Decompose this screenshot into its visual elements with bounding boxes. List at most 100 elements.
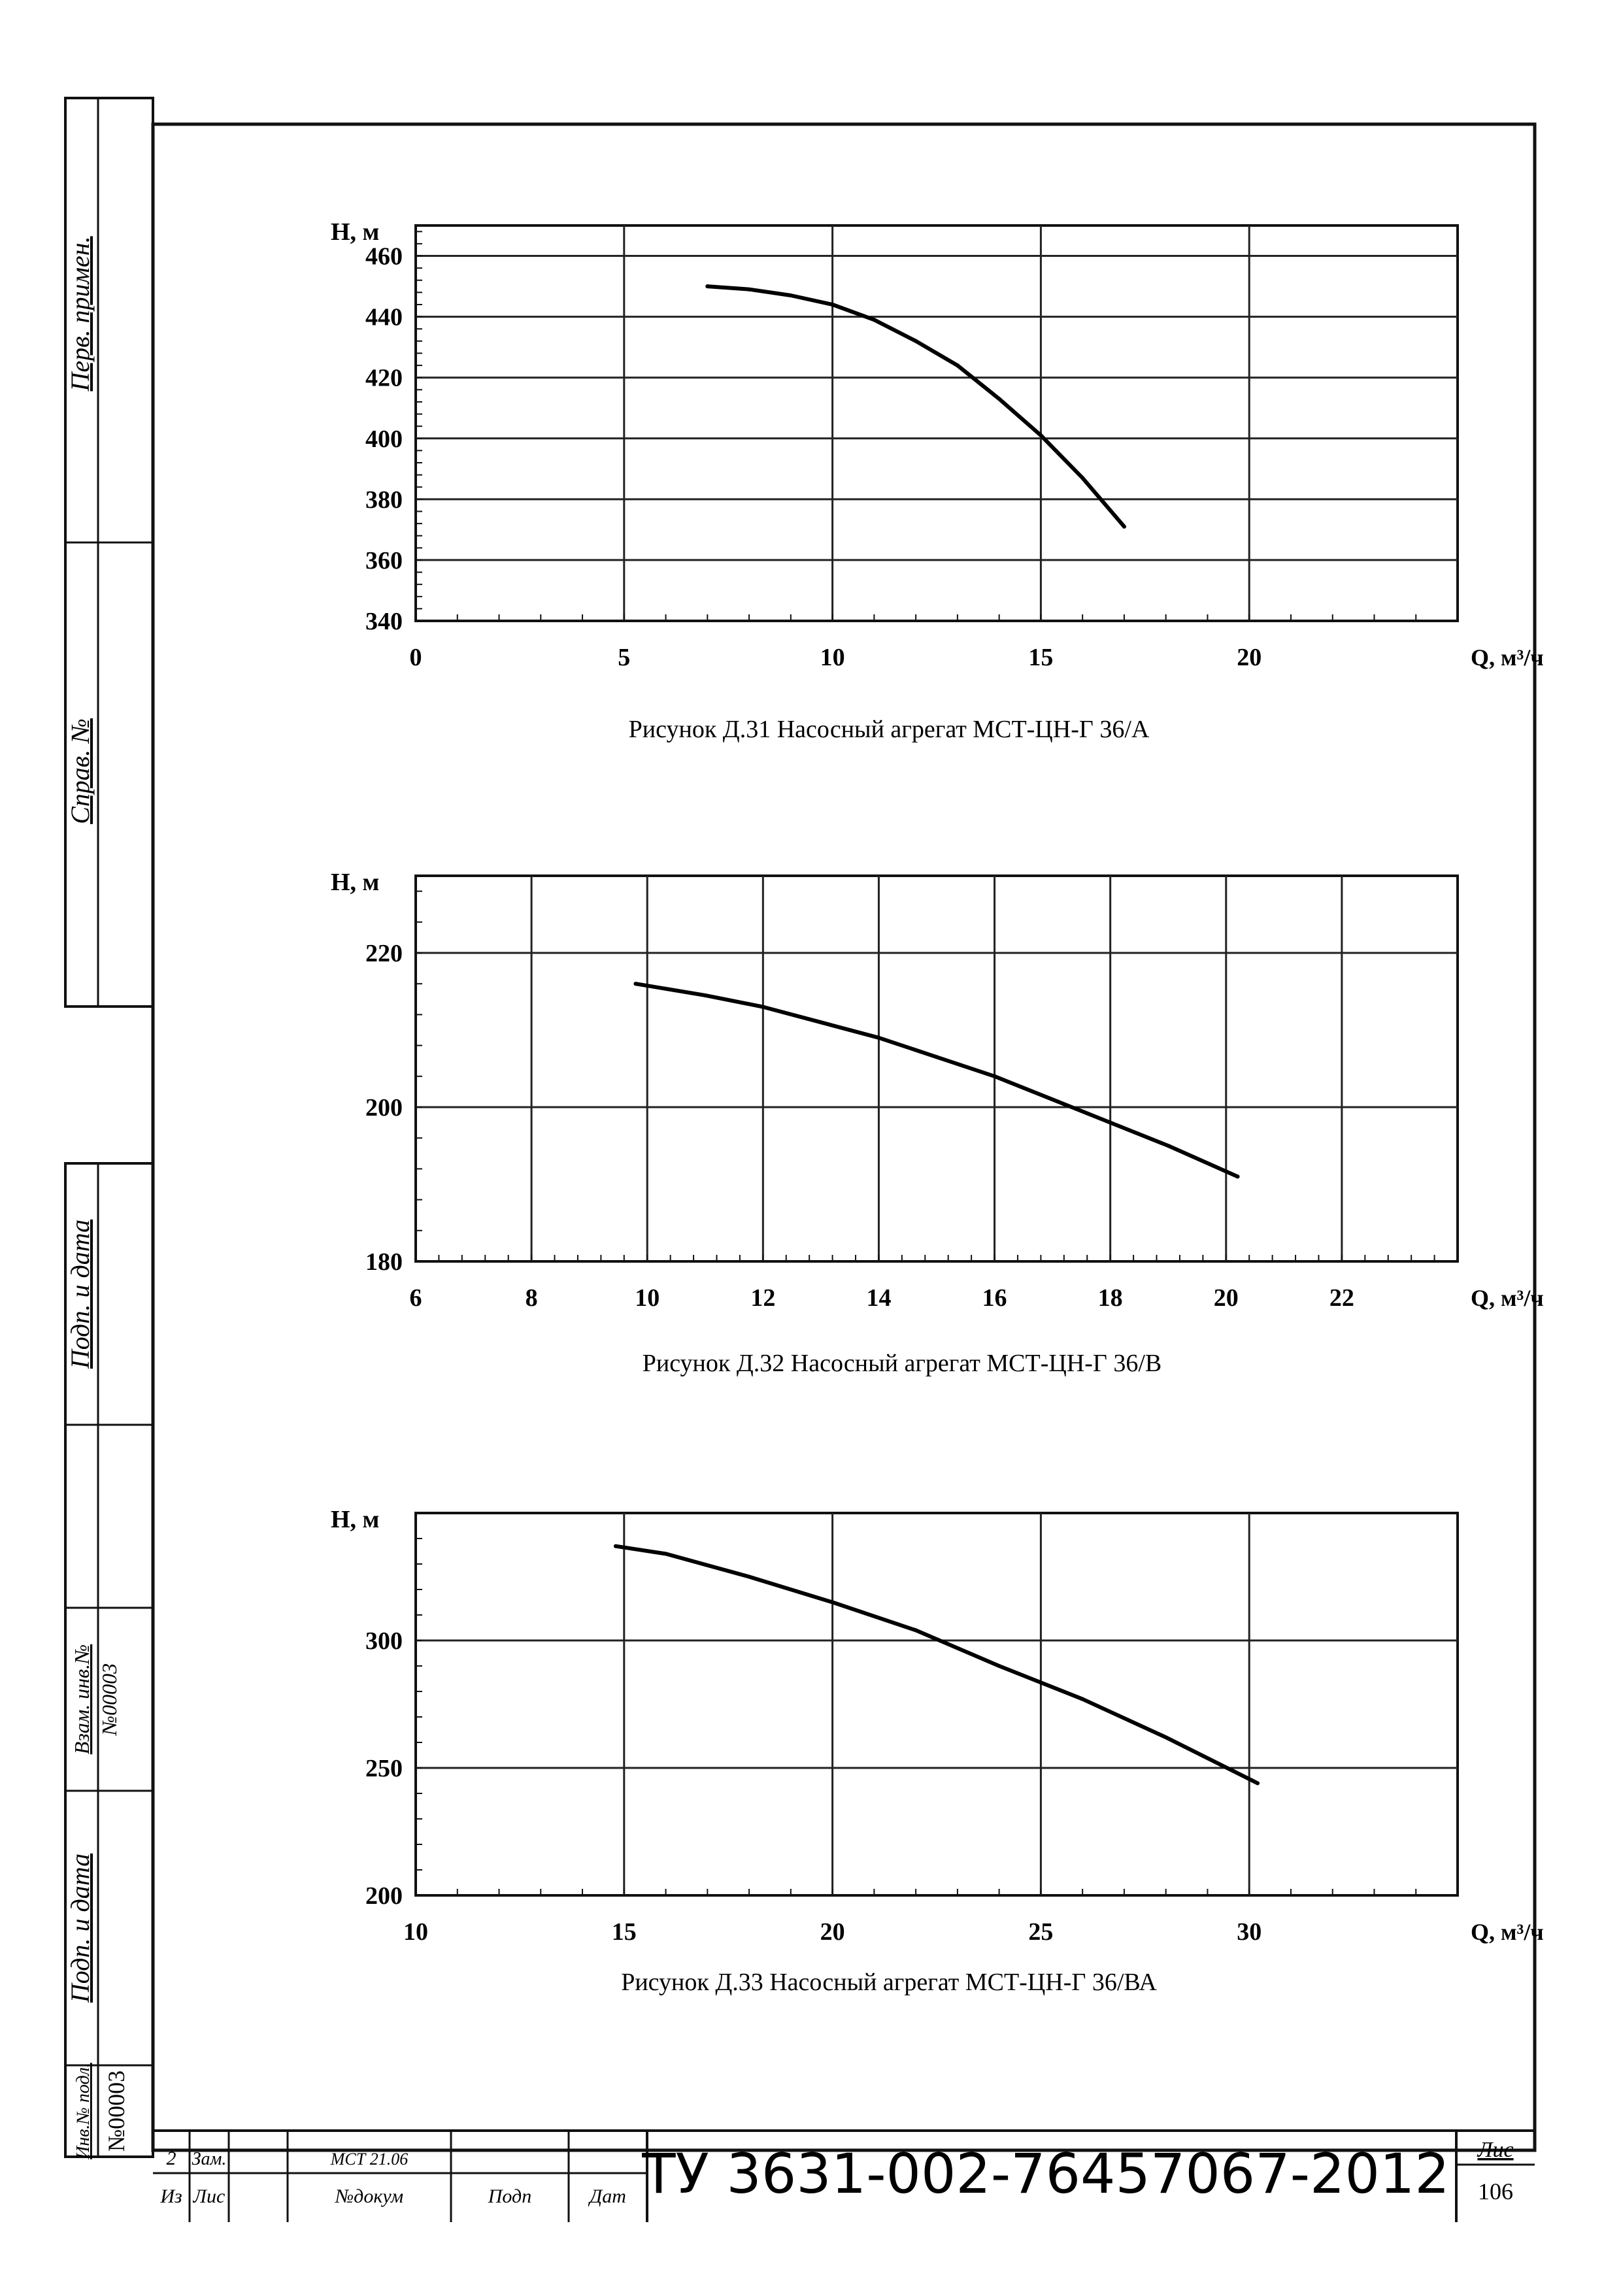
x-tick-label: 6: [410, 1284, 422, 1312]
y-tick-label: 220: [365, 940, 403, 967]
data-point: [1163, 1735, 1168, 1740]
x-tick-label: 16: [982, 1284, 1007, 1312]
data-point: [935, 1055, 939, 1059]
data-point: [788, 293, 793, 297]
x-axis-label: Q, м³/ч: [1471, 644, 1544, 671]
y-tick-label: 440: [365, 304, 403, 331]
data-point: [761, 1005, 765, 1009]
x-tick-label: 10: [403, 1918, 428, 1946]
x-tick-label: 25: [1028, 1918, 1053, 1946]
x-tick-label: 5: [618, 644, 630, 671]
y-tick-label: 180: [365, 1248, 403, 1276]
side-column: Перв. примен. Справ. № Подп. и дата Взам…: [64, 97, 154, 2160]
chart-d32-caption: Рисунок Д.32 Насосный агрегат МСТ-ЦН-Г 3…: [643, 1350, 1162, 1377]
x-tick-label: 20: [820, 1918, 845, 1946]
side-label-sprav-no: Справ. №: [65, 718, 95, 824]
chart-d32: 6 8 10 12 14 16 18 20 22 180 200 220 Н, м Q, м³/ч: [331, 869, 1544, 1312]
data-point: [914, 1628, 918, 1633]
y-tick-label: 340: [365, 608, 403, 635]
data-point: [703, 993, 707, 997]
col-podp: Подп: [488, 2186, 531, 2207]
x-tick-label: 22: [1329, 1284, 1354, 1312]
x-tick-label: 20: [1237, 644, 1262, 671]
chart-d31-caption: Рисунок Д.31 Насосный агрегат МСТ-ЦН-Г 3…: [629, 716, 1150, 743]
side-column-upper: [64, 97, 154, 1008]
y-axis-label: Н, м: [331, 218, 379, 246]
side-label-perv-primen: Перв. примен.: [65, 236, 95, 391]
y-tick-label: 200: [365, 1882, 403, 1910]
rev-doc: МСТ 21.06: [330, 2150, 408, 2169]
data-point: [1166, 1144, 1171, 1148]
y-tick-label: 400: [365, 425, 403, 453]
title-block: 2 Зам. МСТ 21.06 Из Лис №докум Подп Дат …: [153, 2129, 1535, 2222]
y-tick-label: 300: [365, 1627, 403, 1655]
data-point: [997, 397, 1001, 401]
x-tick-label: 14: [866, 1284, 891, 1312]
data-point: [663, 1552, 668, 1556]
data-point: [1235, 1174, 1240, 1179]
side-value-vzam-inv: №00003: [97, 1663, 121, 1736]
col-dokum: №докум: [335, 2186, 403, 2207]
data-point: [1080, 476, 1085, 480]
x-tick-label: 12: [750, 1284, 775, 1312]
col-data: Дат: [588, 2186, 626, 2207]
sheet-number: 106: [1478, 2178, 1513, 2204]
data-point: [614, 1544, 618, 1548]
document-code: ТУ 3631-002-76457067-2012: [641, 2142, 1450, 2206]
data-point: [818, 1020, 823, 1025]
data-point: [705, 284, 710, 289]
side-label-podp-data-2: Подп. и дата: [65, 1854, 95, 2003]
data-point: [997, 1664, 1001, 1668]
x-tick-label: 30: [1237, 1918, 1262, 1946]
side-column-lower: [64, 1162, 154, 2158]
data-point: [955, 363, 960, 368]
series-line: [633, 982, 1240, 1179]
y-axis-label: Н, м: [331, 869, 379, 896]
rev-number: 2: [167, 2148, 176, 2169]
chart-d33-caption: Рисунок Д.33 Насосный агрегат МСТ-ЦН-Г 3…: [621, 1969, 1157, 1996]
col-list: Лис: [193, 2186, 226, 2207]
data-point: [830, 1600, 835, 1605]
data-point: [1050, 1097, 1055, 1102]
data-point: [633, 982, 638, 986]
data-point: [1108, 1120, 1112, 1125]
side-label-vzam-inv: Взам. инв.№: [70, 1644, 93, 1754]
series-line: [614, 1544, 1260, 1786]
x-axis-label: Q, м³/ч: [1471, 1285, 1544, 1311]
plot-area-frame: [414, 224, 1459, 622]
x-tick-label: 10: [635, 1284, 660, 1312]
data-point: [1256, 1781, 1260, 1786]
data-point: [877, 1035, 881, 1040]
drawing-frame: [151, 122, 1537, 2152]
data-point: [914, 339, 918, 343]
rev-type: Зам.: [192, 2149, 227, 2169]
data-point: [992, 1074, 997, 1078]
y-tick-label: 200: [365, 1094, 403, 1122]
data-point: [1039, 433, 1043, 438]
side-value-inv-podl: №00003: [103, 2071, 129, 2152]
data-point: [830, 303, 835, 307]
data-point: [747, 287, 752, 291]
x-tick-label: 15: [1028, 644, 1053, 671]
y-tick-label: 380: [365, 486, 403, 514]
data-point: [1122, 524, 1126, 529]
x-tick-label: 10: [820, 644, 845, 671]
y-tick-label: 420: [365, 365, 403, 392]
side-label-podp-data-1: Подп. и дата: [65, 1220, 95, 1369]
x-tick-label: 18: [1098, 1284, 1123, 1312]
plot-area-frame: [414, 874, 1459, 1263]
data-point: [1080, 1697, 1085, 1701]
sheet-label: Лис: [1477, 2138, 1513, 2162]
y-tick-label: 250: [365, 1755, 403, 1782]
y-tick-label: 360: [365, 547, 403, 574]
x-tick-label: 0: [410, 644, 422, 671]
x-tick-label: 15: [612, 1918, 637, 1946]
data-point: [872, 318, 877, 322]
x-tick-label: 20: [1214, 1284, 1239, 1312]
x-axis-label: Q, м³/ч: [1471, 1919, 1544, 1945]
y-axis-label: Н, м: [331, 1506, 379, 1533]
series-line: [705, 284, 1126, 529]
